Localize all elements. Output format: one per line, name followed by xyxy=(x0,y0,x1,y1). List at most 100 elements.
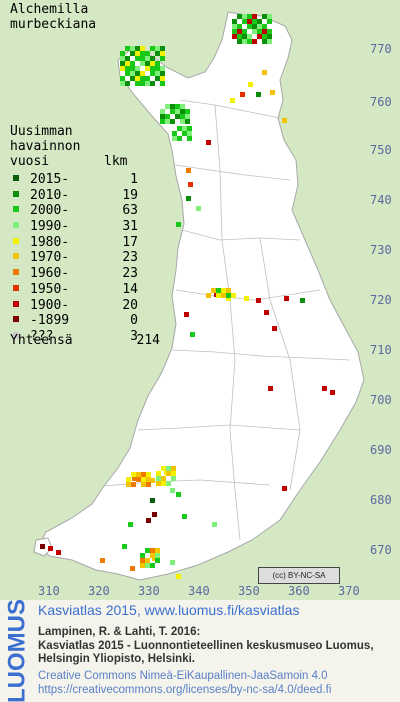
observation-square xyxy=(150,61,155,66)
legend-swatch xyxy=(13,206,19,213)
observation-square xyxy=(252,24,257,29)
y-tick-label: 740 xyxy=(370,193,392,207)
observation-square xyxy=(242,34,247,39)
observation-square xyxy=(125,61,130,66)
observation-square xyxy=(171,476,176,481)
kasviatlas-link[interactable]: Kasviatlas 2015, www.luomus.fi/kasviatla… xyxy=(38,602,300,618)
observation-square xyxy=(184,312,189,317)
observation-square xyxy=(141,472,146,477)
observation-square xyxy=(180,104,185,109)
observation-square xyxy=(161,476,166,481)
legend-row: -1899 0 xyxy=(10,313,160,329)
observation-square xyxy=(140,558,145,563)
observation-square xyxy=(146,482,151,487)
observation-square xyxy=(232,19,237,24)
observation-square xyxy=(160,109,165,114)
observation-square xyxy=(257,29,262,34)
observation-square xyxy=(170,119,175,124)
observation-square xyxy=(247,24,252,29)
legend-label: 1980- xyxy=(30,234,70,250)
observation-square xyxy=(170,104,175,109)
observation-square xyxy=(156,471,161,476)
legend-swatch xyxy=(13,190,19,197)
luomus-logo: LUOMUS xyxy=(4,600,31,702)
observation-square xyxy=(262,70,267,75)
legend-title-line3: vuosi xyxy=(10,154,50,169)
observation-square xyxy=(125,46,130,51)
observation-square xyxy=(130,71,135,76)
observation-square xyxy=(180,119,185,124)
observation-square xyxy=(171,466,176,471)
observation-square xyxy=(221,288,226,293)
observation-square xyxy=(135,66,140,71)
observation-square xyxy=(180,114,185,119)
observation-square xyxy=(322,386,327,391)
legend-count: 23 xyxy=(122,250,138,266)
observation-square xyxy=(242,39,247,44)
observation-square xyxy=(226,296,231,301)
observation-square xyxy=(252,29,257,34)
observation-square xyxy=(145,51,150,56)
observation-square xyxy=(145,563,150,568)
species-genus: Alchemilla xyxy=(10,2,89,17)
legend-count: 0 xyxy=(130,313,138,329)
observation-square xyxy=(131,482,136,487)
observation-square xyxy=(282,118,287,123)
observation-square xyxy=(182,126,187,131)
observation-square xyxy=(186,168,191,173)
observation-square xyxy=(175,104,180,109)
observation-square xyxy=(125,56,130,61)
observation-square xyxy=(160,51,165,56)
observation-square xyxy=(140,61,145,66)
legend-row: 1900- 20 xyxy=(10,298,160,314)
observation-square xyxy=(160,56,165,61)
observation-square xyxy=(226,293,231,298)
legend-title: Uusimman havainnon vuosi xyxy=(10,124,80,169)
observation-square xyxy=(262,29,267,34)
legend-row: 2000- 63 xyxy=(10,203,160,219)
observation-square xyxy=(130,61,135,66)
observation-square xyxy=(176,492,181,497)
observation-square xyxy=(165,114,170,119)
x-tick-label: 360 xyxy=(288,584,310,598)
observation-square xyxy=(140,51,145,56)
legend-swatch xyxy=(13,316,19,323)
observation-square xyxy=(244,296,249,301)
observation-square xyxy=(120,76,125,81)
observation-square xyxy=(256,92,261,97)
license-url[interactable]: https://creativecommons.org/licenses/by-… xyxy=(38,683,332,696)
observation-square xyxy=(177,136,182,141)
observation-square xyxy=(120,56,125,61)
observation-square xyxy=(262,14,267,19)
observation-square xyxy=(155,66,160,71)
observation-square xyxy=(240,92,245,97)
cc-license-badge[interactable]: (cc) BY-NC-SA xyxy=(258,567,340,584)
legend-swatch xyxy=(13,331,19,338)
legend-count: 20 xyxy=(122,297,138,313)
observation-square xyxy=(165,104,170,109)
observation-square xyxy=(242,29,247,34)
legend-row: ??? 3 xyxy=(10,329,160,345)
legend-row: 1960- 23 xyxy=(10,266,160,282)
observation-square xyxy=(171,471,176,476)
observation-square xyxy=(232,34,237,39)
legend-count-header: lkm xyxy=(104,154,128,169)
observation-square xyxy=(282,486,287,491)
observation-square xyxy=(150,478,155,483)
observation-square xyxy=(146,477,151,482)
observation-square xyxy=(128,522,133,527)
observation-square xyxy=(150,81,155,86)
observation-square xyxy=(160,66,165,71)
observation-square xyxy=(267,29,272,34)
observation-square xyxy=(267,19,272,24)
observation-square xyxy=(262,34,267,39)
observation-square xyxy=(175,114,180,119)
observation-square xyxy=(216,288,221,293)
observation-square xyxy=(188,182,193,187)
legend-count: 31 xyxy=(122,219,138,235)
legend-label: 2015- xyxy=(30,172,70,187)
observation-square xyxy=(247,14,252,19)
observation-square xyxy=(155,46,160,51)
observation-square xyxy=(211,288,216,293)
license-name: Creative Commons Nimeä-EiKaupallinen-Jaa… xyxy=(38,670,328,682)
